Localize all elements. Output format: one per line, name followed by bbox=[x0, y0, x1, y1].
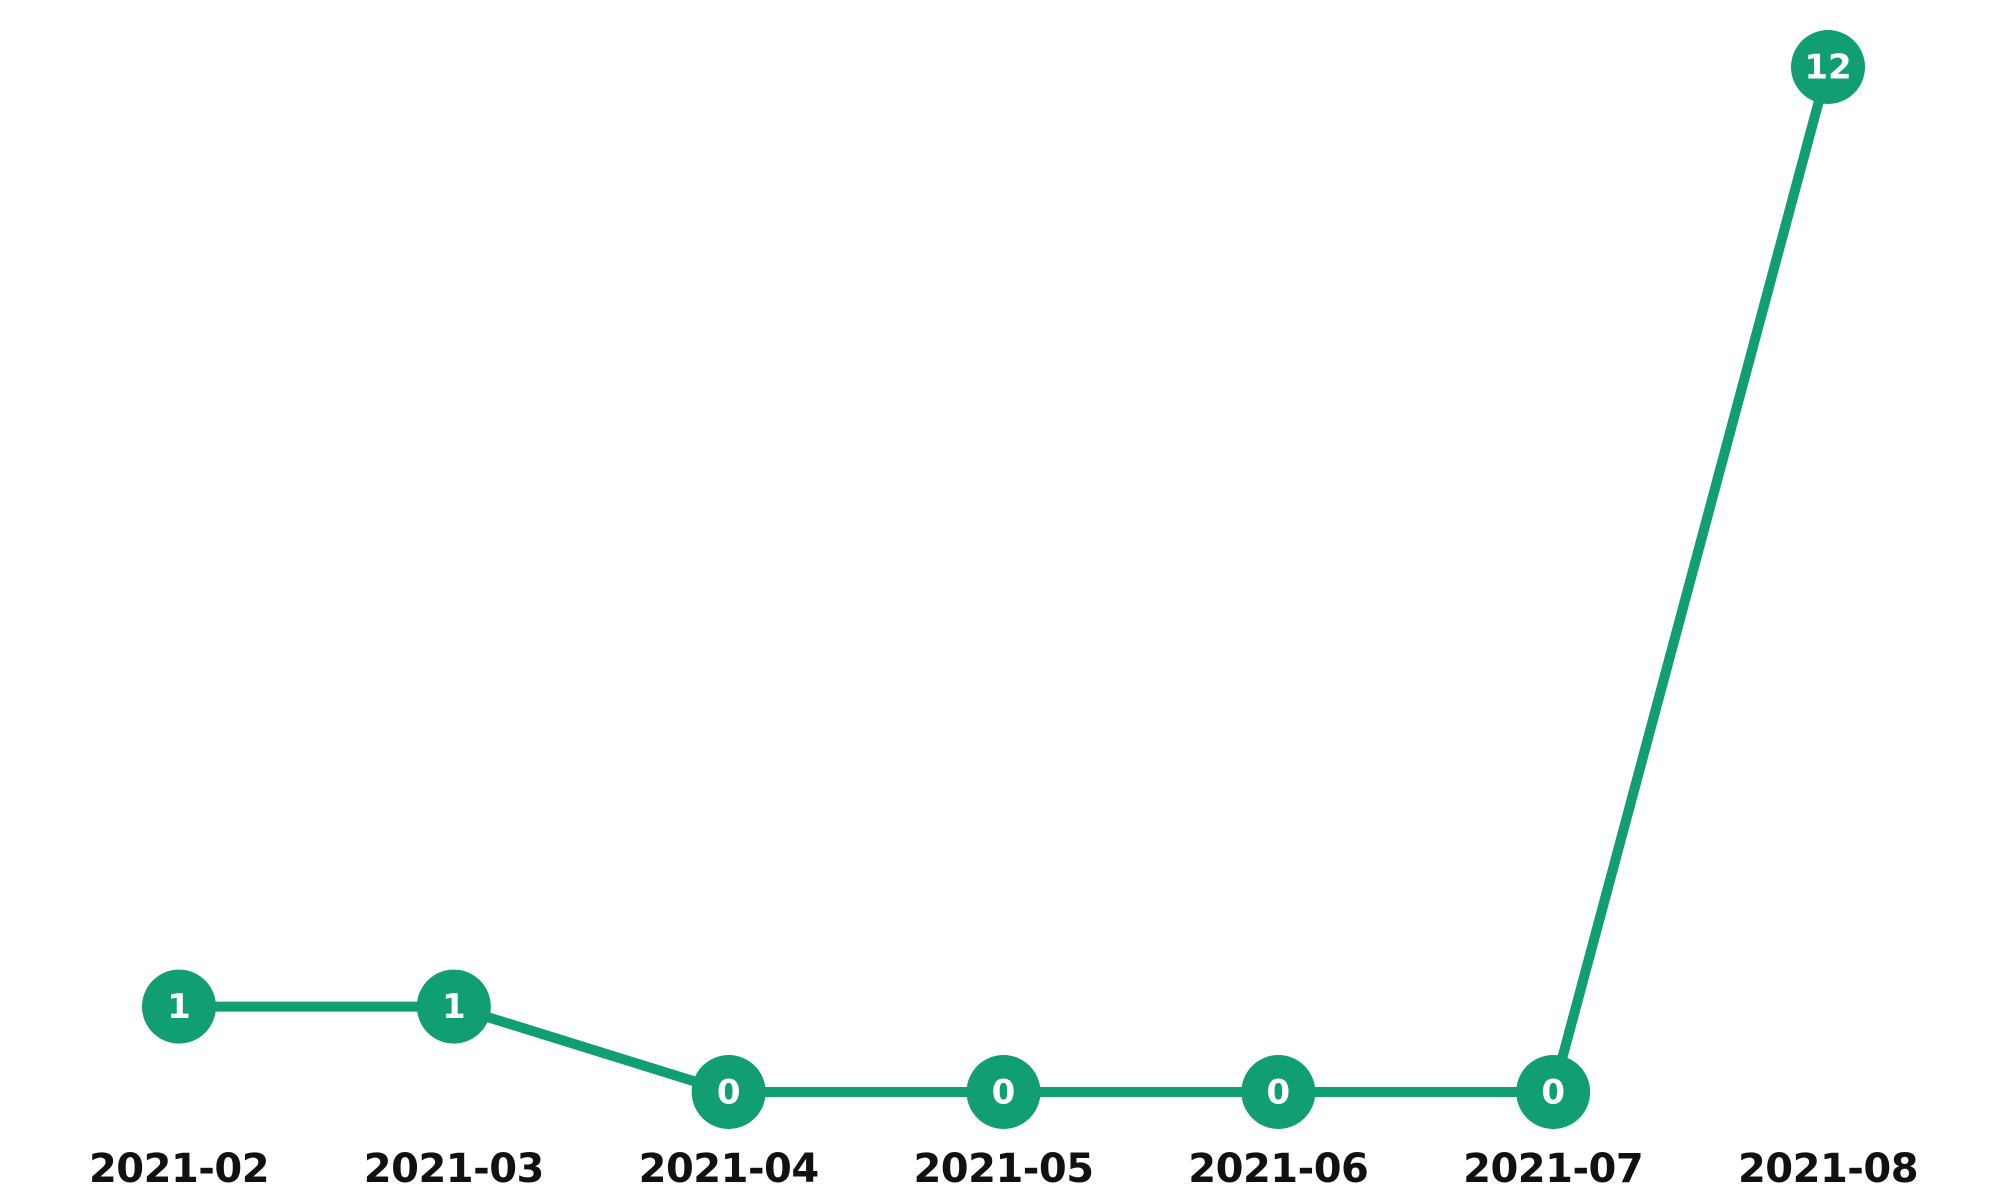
value-label: 12 bbox=[1804, 48, 1851, 88]
x-tick-label: 2021-02 bbox=[89, 1146, 269, 1192]
value-label: 1 bbox=[442, 987, 466, 1027]
x-tick-label: 2021-06 bbox=[1188, 1146, 1368, 1192]
x-tick-label: 2021-07 bbox=[1463, 1146, 1643, 1192]
point bbox=[416, 969, 491, 1044]
line bbox=[179, 65, 1833, 1097]
point bbox=[1241, 1055, 1316, 1129]
x-tick-label: 2021-03 bbox=[364, 1146, 544, 1192]
value-label: 0 bbox=[992, 1073, 1016, 1113]
x-tick-label: 2021-04 bbox=[639, 1146, 819, 1192]
x-tick-label: 2021-05 bbox=[913, 1146, 1093, 1192]
point bbox=[1516, 1055, 1591, 1129]
value-label: 0 bbox=[1541, 1073, 1565, 1113]
x-tick-label: 2021-08 bbox=[1738, 1146, 1918, 1192]
value-label: 1 bbox=[167, 987, 191, 1027]
point bbox=[691, 1055, 766, 1129]
value-label: 0 bbox=[1266, 1073, 1290, 1113]
point bbox=[142, 969, 216, 1044]
point bbox=[1791, 30, 1865, 104]
value-label: 0 bbox=[717, 1073, 741, 1113]
point bbox=[966, 1055, 1041, 1129]
